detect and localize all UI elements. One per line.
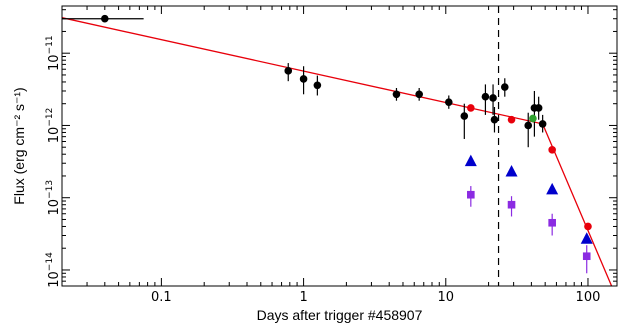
- y-tick-label: 10−11: [45, 35, 62, 71]
- plot-frame: [61, 5, 618, 287]
- data-point: [548, 218, 556, 227]
- data-point: [582, 252, 591, 261]
- data-point: [464, 154, 477, 167]
- data-point: [467, 190, 475, 199]
- y-tick-exponent: −14: [45, 252, 55, 271]
- data-point: [313, 81, 322, 90]
- y-tick-base: 10: [47, 127, 62, 144]
- data-point: [584, 222, 592, 231]
- data-point: [299, 75, 308, 83]
- data-point: [101, 14, 109, 23]
- data-point: [546, 182, 559, 195]
- y-tick-label: 10−14: [45, 252, 62, 288]
- data-point: [580, 232, 593, 244]
- data-point: [489, 94, 497, 102]
- data-point: [534, 104, 543, 112]
- x-tick-label: 100: [576, 290, 601, 305]
- data-point: [460, 112, 469, 120]
- data-point: [490, 115, 499, 124]
- y-tick-exponent: −12: [45, 108, 55, 127]
- model-line: [62, 17, 613, 286]
- data-point: [524, 121, 533, 130]
- data-point: [507, 200, 516, 209]
- y-tick-exponent: −11: [45, 35, 55, 54]
- x-tick-label: 10: [438, 290, 455, 305]
- y-tick-base: 10: [47, 54, 62, 71]
- data-point: [538, 120, 547, 128]
- data-point: [467, 104, 475, 112]
- data-point: [392, 90, 401, 99]
- y-tick-label: 10−13: [45, 180, 62, 216]
- x-tick-label: 0.1: [151, 290, 172, 305]
- data-point: [505, 164, 518, 177]
- data-point: [444, 98, 453, 106]
- y-tick-base: 10: [47, 199, 62, 216]
- y-axis-label: Flux (erg cm⁻² s⁻¹): [11, 87, 27, 204]
- data-point: [507, 115, 516, 124]
- x-axis-label: Days after trigger #458907: [257, 307, 423, 323]
- y-tick-label: 10−12: [45, 108, 62, 144]
- data-point: [500, 83, 509, 91]
- plot-content: [62, 6, 613, 286]
- data-point: [548, 146, 556, 154]
- x-tick-label: 1: [299, 290, 307, 305]
- y-tick-exponent: −13: [45, 180, 55, 199]
- data-point: [529, 114, 537, 123]
- data-point: [481, 92, 490, 101]
- y-tick-base: 10: [47, 271, 62, 288]
- data-point: [284, 67, 293, 75]
- data-point: [415, 90, 423, 99]
